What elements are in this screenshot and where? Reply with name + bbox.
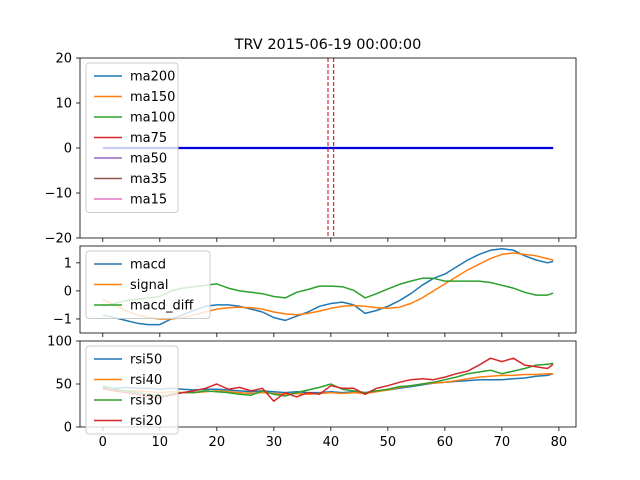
rsi-x-tick-label: 30 [266,435,283,450]
ma-legend-label-ma150: ma150 [130,90,175,105]
rsi-x-tick-label: 0 [99,435,107,450]
ma-legend-label-ma50: ma50 [130,152,167,167]
rsi-legend-box [85,345,179,435]
rsi-legend-label-rsi30: rsi30 [130,394,162,409]
ma-legend-label-ma100: ma100 [130,111,175,126]
ma-legend-box [85,62,179,213]
macd-legend-box [85,250,211,319]
macd-y-tick-label: 0 [64,284,72,299]
moving-average-panel: −20−1001020ma200ma150ma100ma75ma50ma35ma… [45,52,577,247]
rsi-x-tick-label: 50 [380,435,397,450]
rsi-x-tick-label: 10 [152,435,169,450]
ma-legend: ma200 ma150 ma100 ma75 ma50 ma35 ma15 [85,62,179,213]
rsi-legend-label-rsi20: rsi20 [130,414,162,429]
chart-title: TRV 2015-06-19 00:00:00 [234,37,422,53]
macd-legend: macd signal macd_diff [85,250,211,319]
rsi-legend-label-rsi40: rsi40 [130,373,162,388]
ma-legend-label-ma35: ma35 [130,172,167,187]
macd-y-tick-label: −1 [53,312,72,327]
rsi-series-line-rsi20 [102,357,554,402]
ma-y-tick-label: 10 [55,97,72,112]
macd-axes-frame [79,245,577,334]
rsi-x-tick-label: 40 [323,435,340,450]
ma-axes-frame [79,57,577,239]
rsi-legend: rsi50 rsi40 rsi30 rsi20 [85,345,179,435]
rsi-x-tick-label: 70 [494,435,511,450]
macd-y-tick-label: 1 [64,256,72,271]
rsi-series-line-rsi50 [102,372,554,394]
ma-legend-label-ma15: ma15 [130,193,167,208]
rsi-x-tick-label: 80 [551,435,568,450]
rsi-series-line-rsi40 [102,372,554,396]
ma-y-tick-label: −20 [45,232,72,247]
rsi-x-tick-label: 60 [437,435,454,450]
rsi-x-tick-label: 20 [209,435,226,450]
rsi-panel: 0 10 20 30 40 50 60 70 80050100rsi50rsi40rsi30rs… [47,335,577,450]
ma-legend-label-ma200: ma200 [130,70,175,85]
rsi-y-tick-label: 100 [47,335,72,350]
rsi-y-tick-label: 50 [55,378,72,393]
ma-y-tick-label: 20 [55,52,72,67]
macd-legend-label-macd: macd [130,258,166,273]
ma-legend-label-ma75: ma75 [130,131,167,146]
ma-y-tick-label: 0 [64,142,72,157]
macd-legend-label-macd_diff: macd_diff [130,299,194,314]
rsi-legend-label-rsi50: rsi50 [130,353,162,368]
macd-legend-label-signal: signal [130,278,168,293]
rsi-y-tick-label: 0 [64,421,72,436]
macd-panel: −1 0 1 macd signal macd_diff [53,245,577,337]
ma-y-tick-label: −10 [45,187,72,202]
rsi-axes-frame [79,340,577,428]
